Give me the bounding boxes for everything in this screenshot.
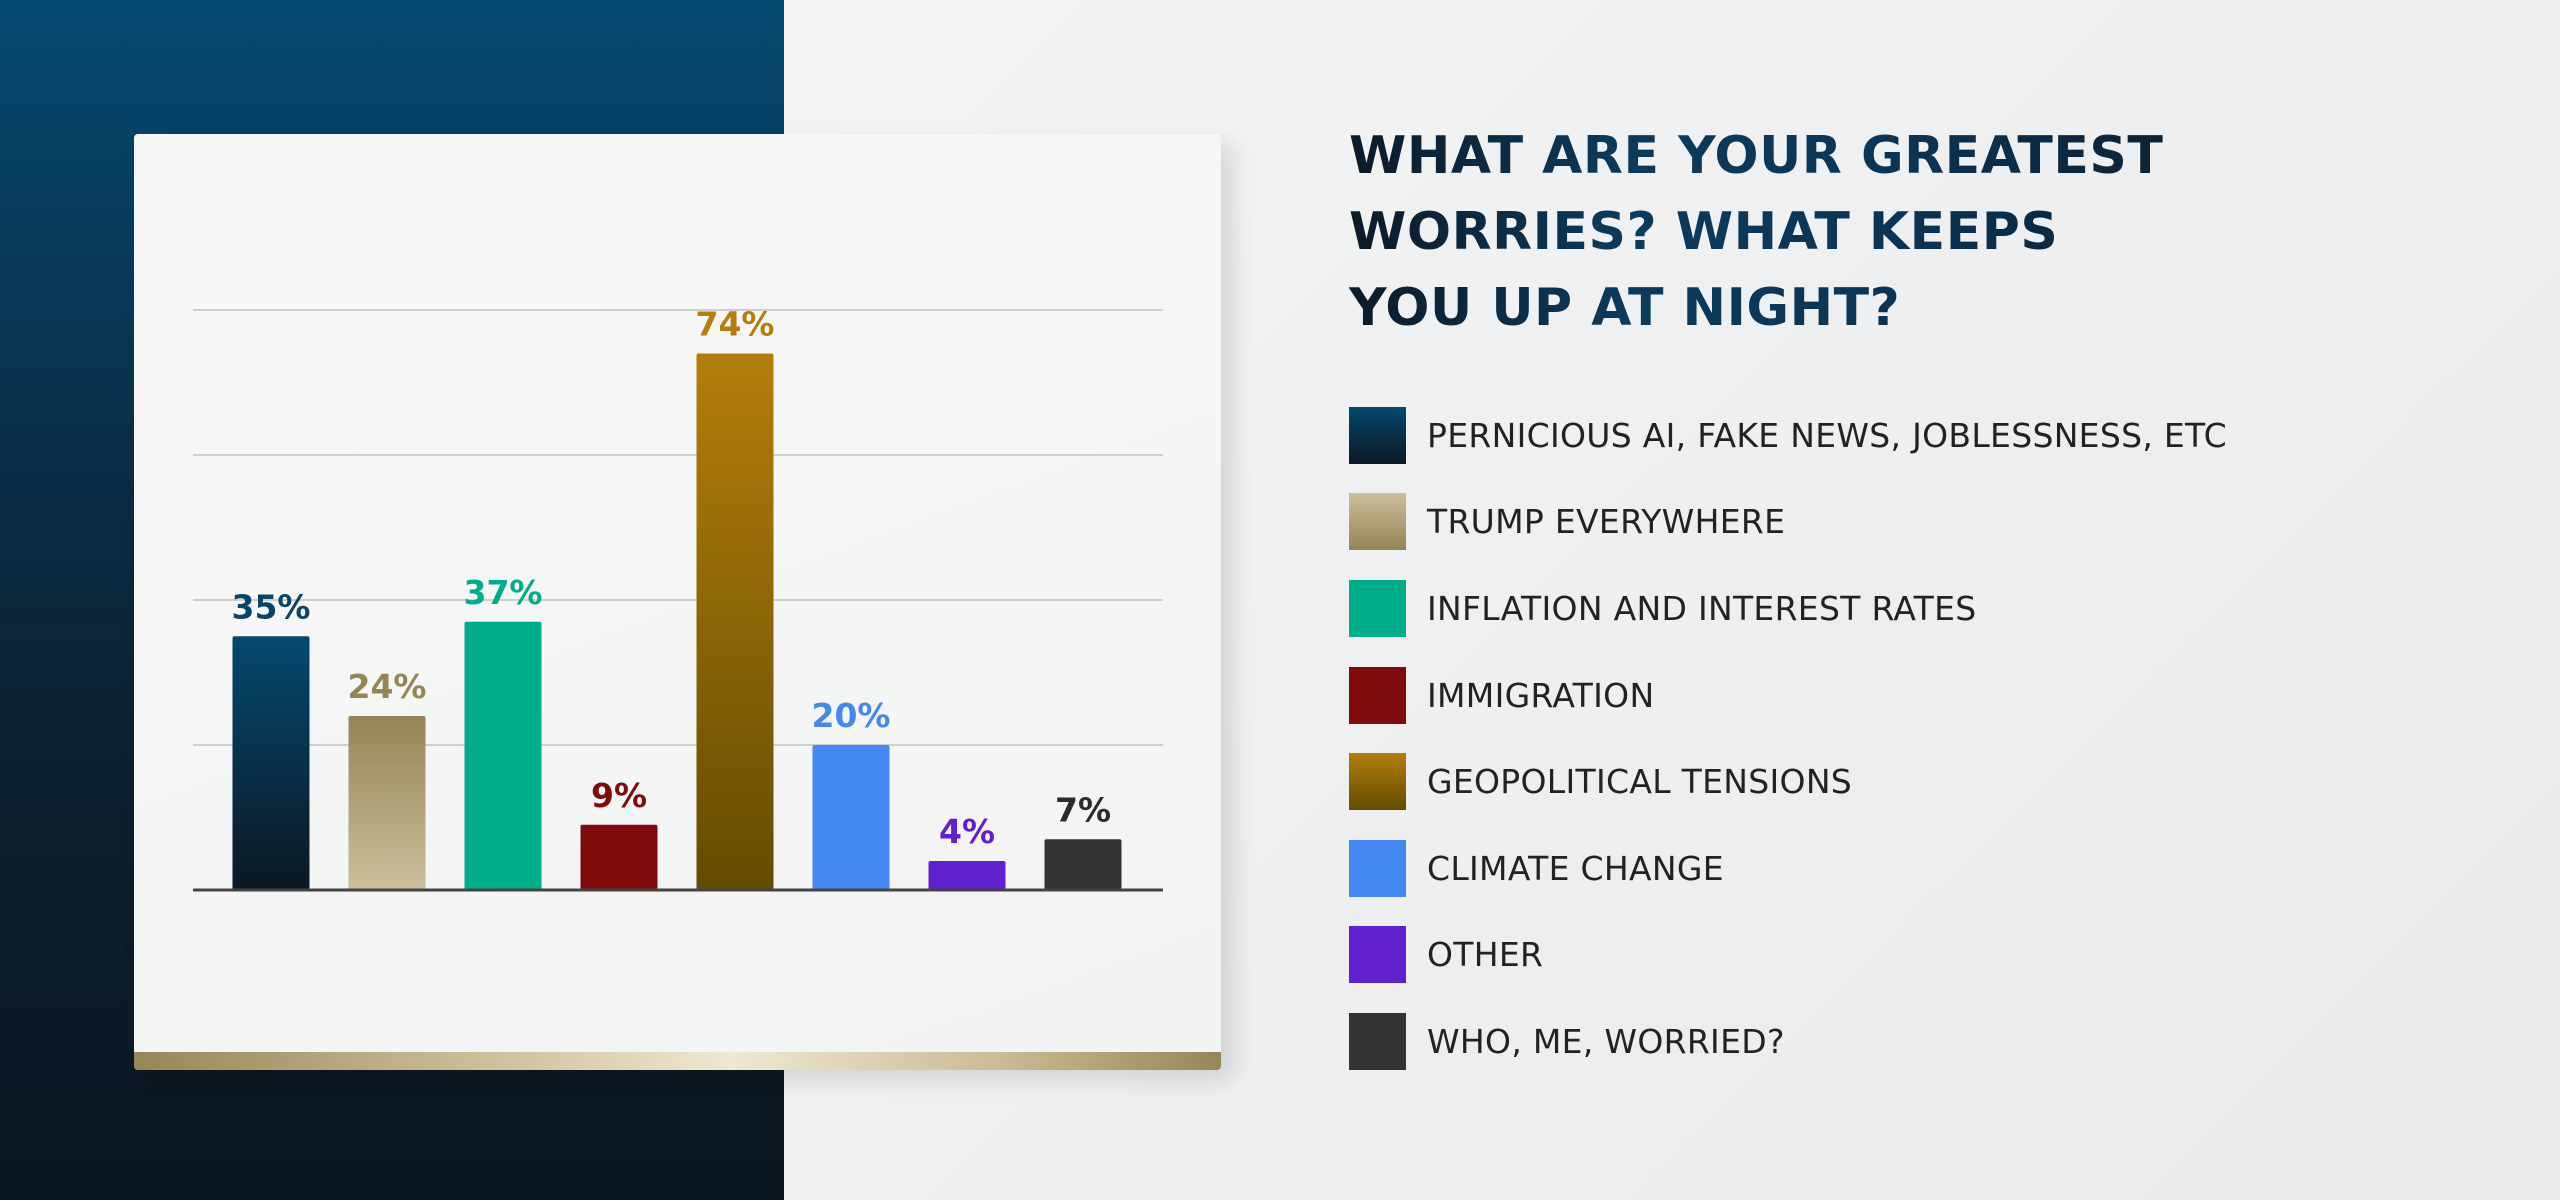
legend-label: INFLATION AND INTEREST RATES bbox=[1427, 588, 1977, 628]
bar bbox=[812, 745, 890, 890]
legend-label: PERNICIOUS AI, FAKE NEWS, JOBLESSNESS, E… bbox=[1427, 415, 2227, 455]
data-label: 35% bbox=[232, 587, 311, 626]
title-line: YOU UP AT NIGHT? bbox=[1349, 278, 1901, 338]
chart-card: 35% 24% 37% 9% 74% 20% 4% 7% bbox=[134, 134, 1221, 1070]
title-line: WORRIES? WHAT KEEPS bbox=[1349, 202, 2059, 262]
legend-item: INFLATION AND INTEREST RATES bbox=[1349, 565, 2227, 652]
legend-swatch bbox=[1349, 839, 1406, 897]
title-line: WHAT ARE YOUR GREATEST bbox=[1349, 126, 2164, 186]
bar bbox=[232, 636, 310, 890]
chart-legend: PERNICIOUS AI, FAKE NEWS, JOBLESSNESS, E… bbox=[1349, 392, 2227, 1085]
data-label: 20% bbox=[812, 696, 891, 735]
bar bbox=[696, 353, 774, 890]
legend-label: CLIMATE CHANGE bbox=[1427, 848, 1724, 888]
data-label: 24% bbox=[348, 667, 427, 706]
legend-item: OTHER bbox=[1349, 912, 2227, 999]
legend-swatch bbox=[1349, 579, 1406, 637]
legend-label: IMMIGRATION bbox=[1427, 675, 1655, 715]
legend-swatch bbox=[1349, 753, 1406, 811]
data-label: 9% bbox=[591, 776, 647, 815]
bar bbox=[1044, 839, 1122, 890]
legend-swatch bbox=[1349, 666, 1406, 724]
data-label: 7% bbox=[1055, 790, 1111, 829]
data-label: 74% bbox=[696, 305, 775, 344]
legend-label: WHO, ME, WORRIED? bbox=[1427, 1021, 1785, 1061]
data-label: 4% bbox=[939, 812, 995, 851]
legend-label: GEOPOLITICAL TENSIONS bbox=[1427, 762, 1853, 802]
legend-item: CLIMATE CHANGE bbox=[1349, 825, 2227, 912]
legend-label: OTHER bbox=[1427, 935, 1544, 975]
legend-item: IMMIGRATION bbox=[1349, 652, 2227, 739]
bar bbox=[348, 716, 426, 890]
gold-accent-bar bbox=[134, 1052, 1221, 1070]
legend-item: WHO, ME, WORRIED? bbox=[1349, 998, 2227, 1085]
legend-swatch bbox=[1349, 406, 1406, 464]
bar-chart: 35% 24% 37% 9% 74% 20% 4% 7% bbox=[193, 305, 1163, 892]
bar bbox=[464, 621, 542, 890]
legend-label: TRUMP EVERYWHERE bbox=[1427, 502, 1786, 542]
page-title: WHAT ARE YOUR GREATEST WORRIES? WHAT KEE… bbox=[1349, 118, 2449, 346]
legend-swatch bbox=[1349, 1012, 1406, 1070]
legend-swatch bbox=[1349, 926, 1406, 984]
bar bbox=[928, 861, 1006, 890]
legend-item: GEOPOLITICAL TENSIONS bbox=[1349, 738, 2227, 825]
bar bbox=[580, 824, 658, 890]
data-label: 37% bbox=[464, 573, 543, 612]
legend-item: PERNICIOUS AI, FAKE NEWS, JOBLESSNESS, E… bbox=[1349, 392, 2227, 479]
legend-item: TRUMP EVERYWHERE bbox=[1349, 479, 2227, 566]
legend-swatch bbox=[1349, 493, 1406, 551]
